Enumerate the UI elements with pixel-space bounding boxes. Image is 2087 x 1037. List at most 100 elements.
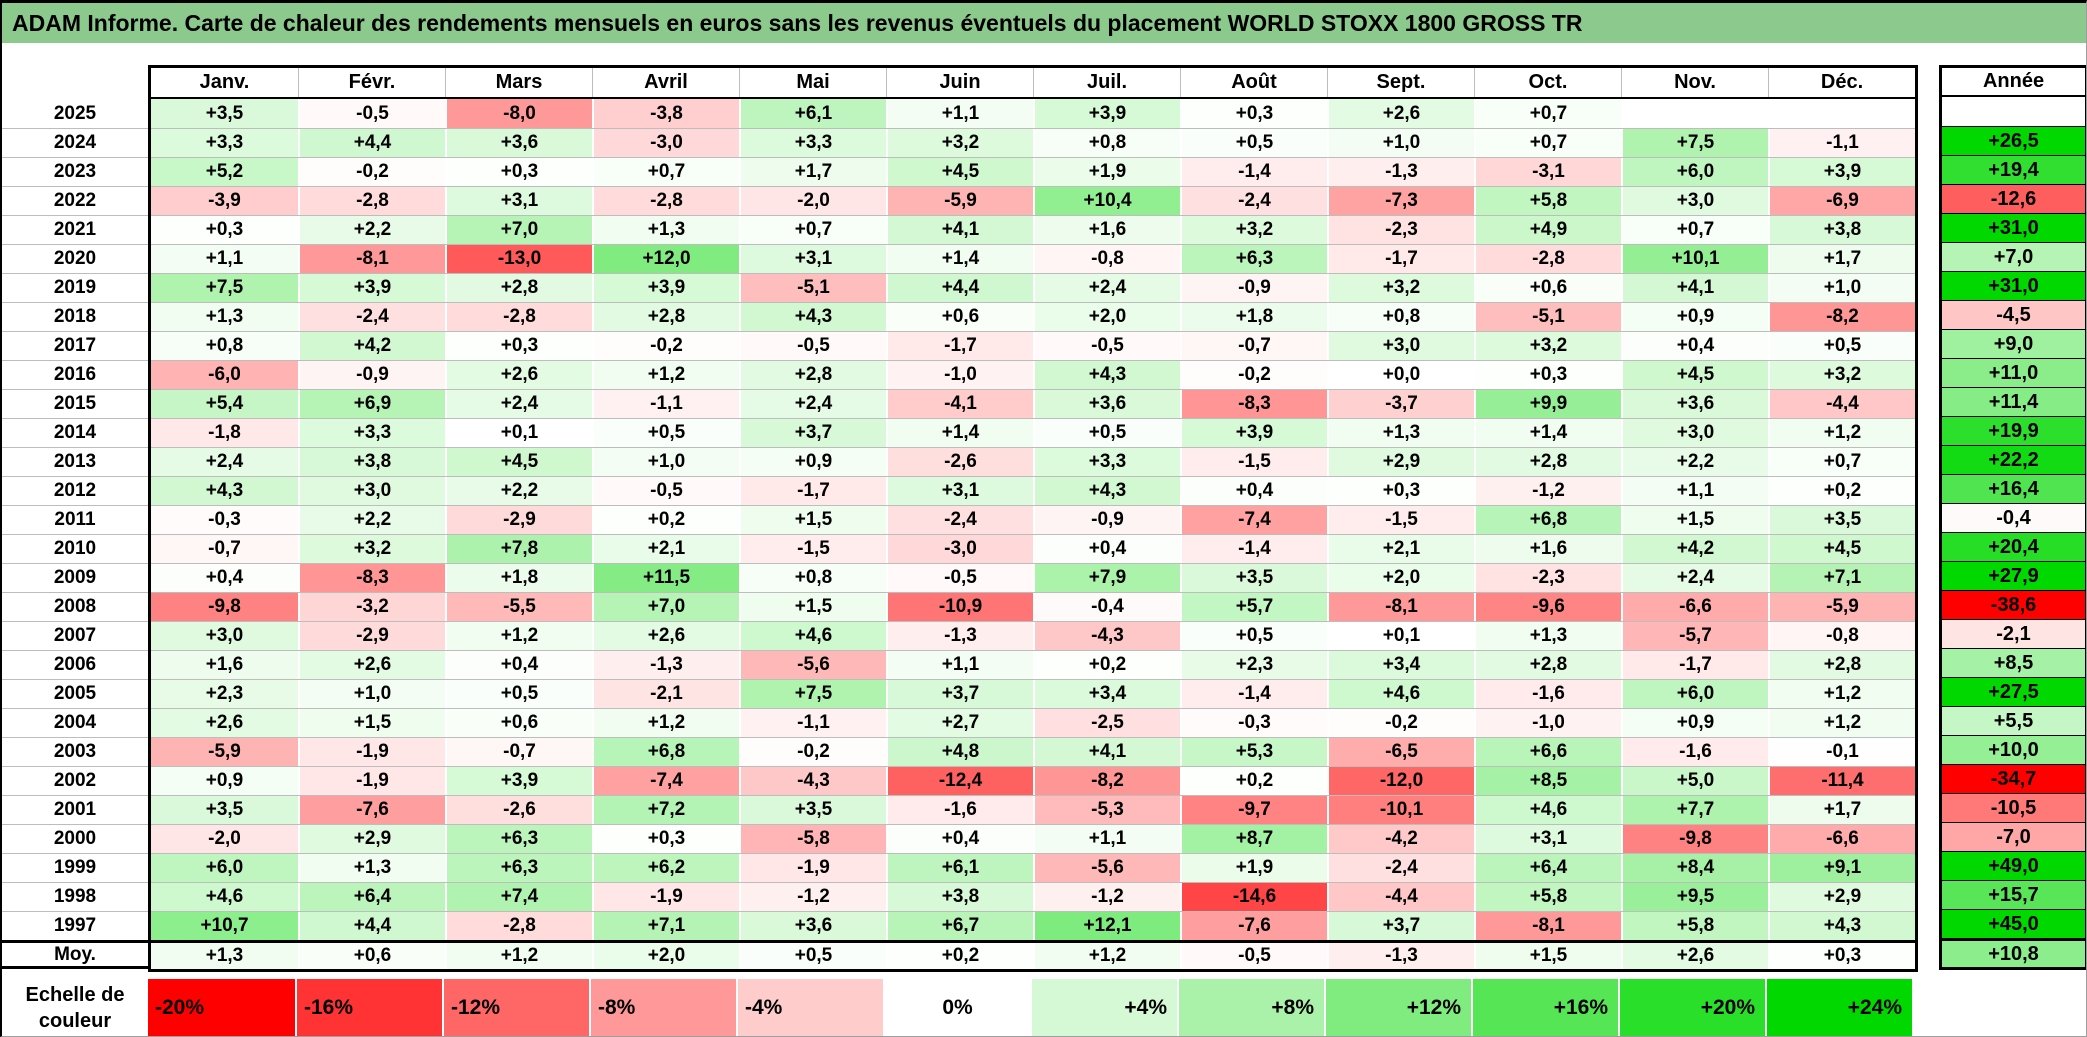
monthly-return-cell: -8,3: [298, 564, 445, 592]
monthly-return-cell: +2,8: [592, 303, 739, 331]
annual-return-cell: [1942, 97, 2085, 126]
monthly-return-cell: +3,9: [1768, 158, 1915, 186]
monthly-return-cell: +2,1: [592, 535, 739, 563]
monthly-return-cell: +0,2: [592, 506, 739, 534]
scale-tick: +24%: [1765, 979, 1912, 1036]
monthly-return-cell: +3,8: [886, 883, 1033, 911]
monthly-return-cell: -2,4: [1327, 854, 1474, 882]
heatmap-row: -6,0 -0,9 +2,6 +1,2 +2,8 -1,0 +4,3 -0,2 +0,0 +0,3…: [151, 360, 1915, 389]
monthly-return-cell: +1,6: [1474, 535, 1621, 563]
monthly-return-cell: +3,6: [1621, 390, 1768, 418]
annual-return-cell: +19,9: [1942, 416, 2085, 445]
monthly-return-cell: +1,0: [1327, 129, 1474, 157]
monthly-return-cell: -0,5: [739, 332, 886, 360]
monthly-return-cell: +3,2: [1768, 361, 1915, 389]
monthly-return-cell: +1,9: [1180, 854, 1327, 882]
monthly-return-cell: +3,7: [1327, 912, 1474, 940]
monthly-return-cell: +6,7: [886, 912, 1033, 940]
monthly-return-cell: -1,9: [739, 854, 886, 882]
monthly-return-cell: -0,5: [886, 564, 1033, 592]
monthly-return-cell: +0,3: [1327, 477, 1474, 505]
monthly-return-cell: -2,9: [445, 506, 592, 534]
monthly-return-cell: +5,3: [1180, 738, 1327, 766]
annual-cells: +26,5 +19,4 -12,6 +31,0 +7,0 +31,0 -4,5 +9,0 +11…: [1942, 97, 2085, 967]
monthly-return-cell: +0,4: [445, 651, 592, 679]
monthly-return-cell: +2,4: [1033, 274, 1180, 302]
monthly-return-cell: -2,0: [739, 187, 886, 215]
monthly-return-cell: -10,1: [1327, 796, 1474, 824]
scale-tick: +4%: [1030, 979, 1177, 1036]
monthly-return-cell: -2,6: [445, 796, 592, 824]
monthly-return-cell: +7,7: [1621, 796, 1768, 824]
monthly-return-cell: -0,2: [1180, 361, 1327, 389]
monthly-return-cell: +5,4: [151, 390, 298, 418]
monthly-return-cell: -2,4: [886, 506, 1033, 534]
monthly-return-cell: +0,3: [592, 825, 739, 853]
monthly-return-cell: -11,4: [1768, 767, 1915, 795]
monthly-return-cell: -2,8: [445, 303, 592, 331]
monthly-return-cell: -4,4: [1327, 883, 1474, 911]
monthly-return-cell: -0,2: [298, 158, 445, 186]
month-header: Mars: [445, 68, 592, 97]
monthly-return-cell: +3,5: [1180, 564, 1327, 592]
monthly-return-cell: +3,3: [1033, 448, 1180, 476]
monthly-return-cell: +3,4: [1033, 680, 1180, 708]
monthly-return-cell: +1,5: [298, 709, 445, 737]
monthly-return-cell: +4,5: [1621, 361, 1768, 389]
monthly-return-cell: +3,0: [1621, 419, 1768, 447]
monthly-return-cell: -5,8: [739, 825, 886, 853]
monthly-return-cell: +3,7: [886, 680, 1033, 708]
heatmap-row: +0,3 +2,2 +7,0 +1,3 +0,7 +4,1 +1,6 +3,2 -2,3 +4,9…: [151, 215, 1915, 244]
monthly-return-cell: +4,2: [298, 332, 445, 360]
annual-return-cell: -2,1: [1942, 619, 2085, 648]
monthly-return-cell: +0,4: [1180, 477, 1327, 505]
monthly-return-cell: +2,3: [151, 680, 298, 708]
annual-return-cell: -12,6: [1942, 184, 2085, 213]
scale-tick: +8%: [1177, 979, 1324, 1036]
monthly-return-cell: -0,8: [1768, 622, 1915, 650]
month-rows: +3,5 -0,5 -8,0 -3,8 +6,1 +1,1 +3,9 +0,3 +2,6 +0,7…: [151, 99, 1915, 969]
monthly-return-cell: -1,1: [1768, 129, 1915, 157]
year-label: 2024: [2, 128, 148, 157]
monthly-return-cell: -6,6: [1621, 593, 1768, 621]
monthly-return-cell: +7,0: [592, 593, 739, 621]
monthly-return-cell: +2,8: [445, 274, 592, 302]
monthly-return-cell: +5,0: [1621, 767, 1768, 795]
monthly-return-cell: -1,5: [739, 535, 886, 563]
heatmap-row: +2,4 +3,8 +4,5 +1,0 +0,9 -2,6 +3,3 -1,5 +2,9 +2,8…: [151, 447, 1915, 476]
year-label-column: 2025 2024 2023 2022 2021 2020 2019 2018 2017 2016…: [2, 99, 148, 969]
monthly-return-cell: -13,0: [445, 245, 592, 273]
monthly-return-cell: -1,8: [151, 419, 298, 447]
year-label: 2000: [2, 824, 148, 853]
monthly-return-cell: +4,9: [1474, 216, 1621, 244]
monthly-return-cell: +2,3: [1180, 651, 1327, 679]
monthly-return-cell: +0,5: [1033, 419, 1180, 447]
monthly-return-cell: +0,8: [1327, 303, 1474, 331]
monthly-return-cell: +1,4: [886, 245, 1033, 273]
monthly-return-cell: -8,2: [1768, 303, 1915, 331]
monthly-return-cell: +1,2: [592, 709, 739, 737]
monthly-return-cell: -1,6: [886, 796, 1033, 824]
monthly-return-cell: +3,1: [445, 187, 592, 215]
monthly-return-cell: -5,1: [739, 274, 886, 302]
monthly-return-cell: -2,1: [592, 680, 739, 708]
annual-return-cell: +19,4: [1942, 155, 2085, 184]
monthly-return-cell: +2,6: [151, 709, 298, 737]
year-label: 2004: [2, 708, 148, 737]
monthly-return-cell: +6,0: [1621, 158, 1768, 186]
heatmap-row: +1,6 +2,6 +0,4 -1,3 -5,6 +1,1 +0,2 +2,3 +3,4 +2,8…: [151, 650, 1915, 679]
monthly-return-cell: +2,0: [592, 943, 739, 969]
monthly-return-cell: +2,9: [1768, 883, 1915, 911]
monthly-return-cell: +3,7: [739, 419, 886, 447]
monthly-return-cell: +4,6: [1474, 796, 1621, 824]
monthly-return-cell: +1,3: [151, 303, 298, 331]
monthly-return-cell: +0,3: [151, 216, 298, 244]
monthly-return-cell: -6,6: [1768, 825, 1915, 853]
annual-return-cell: -10,5: [1942, 793, 2085, 822]
monthly-return-cell: +0,5: [1180, 622, 1327, 650]
monthly-return-cell: -0,5: [298, 99, 445, 128]
heatmap-row: +1,3 +0,6 +1,2 +2,0 +0,5 +0,2 +1,2 -0,5 -1,3 +1,5…: [151, 940, 1915, 969]
monthly-return-cell: +1,5: [739, 506, 886, 534]
monthly-return-cell: -3,1: [1474, 158, 1621, 186]
